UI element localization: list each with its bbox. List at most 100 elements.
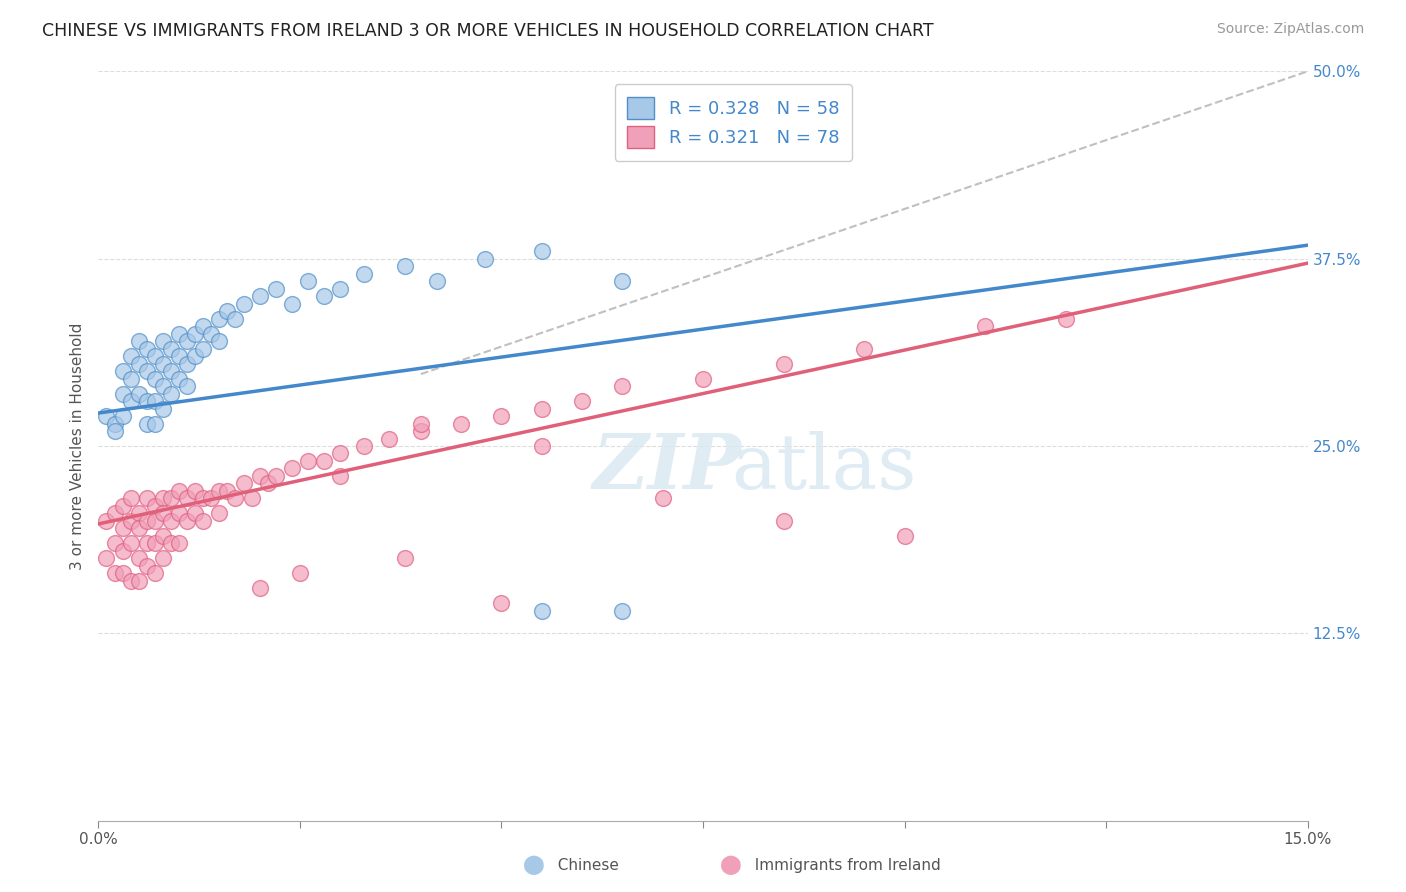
Text: Source: ZipAtlas.com: Source: ZipAtlas.com [1216,22,1364,37]
Point [176,357,198,371]
Point [530,439,553,453]
Point [249,289,271,303]
Point [160,491,183,506]
Point [530,401,553,416]
Point [176,514,198,528]
Point [184,507,207,521]
Point [193,342,215,356]
Point [288,566,311,581]
Point [167,483,190,498]
Point [96,514,118,528]
Point [167,536,190,550]
Point [377,432,399,446]
Point [208,507,231,521]
Text: CHINESE VS IMMIGRANTS FROM IRELAND 3 OR MORE VEHICLES IN HOUSEHOLD CORRELATION C: CHINESE VS IMMIGRANTS FROM IRELAND 3 OR … [42,22,934,40]
Point [167,371,190,385]
Point [530,604,553,618]
Point [167,326,190,341]
Point [111,409,134,423]
Point [143,394,166,409]
Text: ⬤: ⬤ [523,855,546,875]
Point [135,394,157,409]
Point [193,319,215,334]
Point [152,507,174,521]
Point [143,349,166,363]
Point [232,476,254,491]
Point [249,469,271,483]
Point [152,379,174,393]
Point [264,282,287,296]
Point [103,417,125,431]
Point [193,514,215,528]
Point [240,491,263,506]
Point [281,461,304,475]
Point [128,507,150,521]
Point [152,491,174,506]
Point [329,446,352,460]
Point [200,491,222,506]
Point [135,514,157,528]
Point [426,274,449,288]
Point [120,536,142,550]
Point [474,252,496,266]
Point [281,296,304,310]
Point [217,304,239,318]
Point [974,319,997,334]
Point [120,574,142,588]
Point [314,454,336,468]
Point [612,274,634,288]
Point [152,357,174,371]
Point [143,566,166,581]
Point [111,566,134,581]
Point [208,334,231,348]
Point [530,244,553,259]
Point [111,521,134,535]
Text: atlas: atlas [731,432,917,506]
Point [111,499,134,513]
Point [224,311,246,326]
Point [232,296,254,310]
Point [135,342,157,356]
Point [152,334,174,348]
Point [167,349,190,363]
Point [612,379,634,393]
Point [394,551,416,566]
Point [853,342,876,356]
Point [256,476,278,491]
Point [184,349,207,363]
Point [128,574,150,588]
Point [200,326,222,341]
Point [651,491,673,506]
Point [120,371,142,385]
Point [128,386,150,401]
Point [128,521,150,535]
Point [103,566,125,581]
Point [329,282,352,296]
Point [111,544,134,558]
Point [160,342,183,356]
Point [160,514,183,528]
Point [264,469,287,483]
Point [128,334,150,348]
Point [733,124,755,138]
Point [353,267,375,281]
Point [143,417,166,431]
Text: Immigrants from Ireland: Immigrants from Ireland [745,858,941,872]
Point [176,379,198,393]
Point [193,491,215,506]
Point [184,483,207,498]
Point [135,558,157,573]
Point [208,311,231,326]
Point [160,364,183,378]
Point [160,386,183,401]
Point [135,417,157,431]
Point [297,454,319,468]
Point [571,394,593,409]
Point [160,536,183,550]
Point [612,604,634,618]
Point [96,551,118,566]
Point [491,596,513,610]
Point [217,483,239,498]
Legend: R = 0.328   N = 58, R = 0.321   N = 78: R = 0.328 N = 58, R = 0.321 N = 78 [614,84,852,161]
Point [111,386,134,401]
